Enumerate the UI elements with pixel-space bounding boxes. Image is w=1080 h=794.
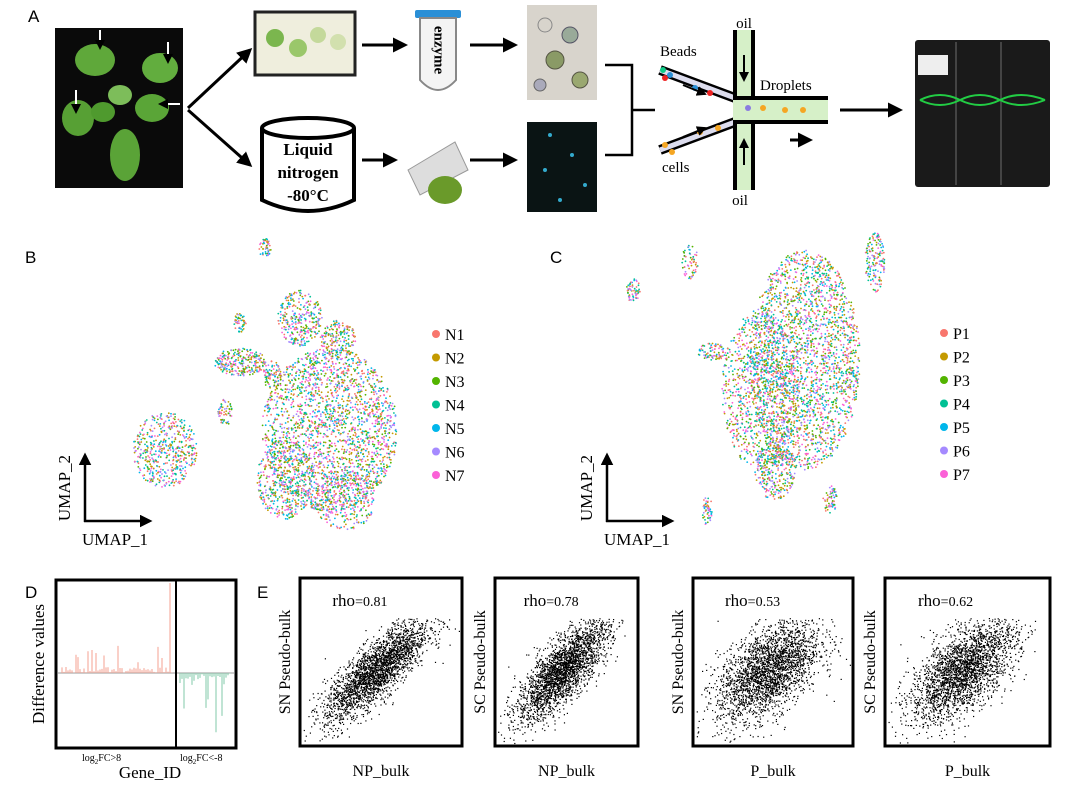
legend-label: P1 bbox=[953, 326, 970, 343]
nitrogen-tank: Liquid nitrogen -80°C bbox=[262, 118, 354, 211]
tank-label: nitrogen bbox=[277, 163, 339, 182]
axis-label: UMAP_2 bbox=[55, 455, 74, 521]
legend-label: N4 bbox=[445, 398, 465, 415]
umap-plot bbox=[133, 238, 397, 530]
cells-label: cells bbox=[662, 160, 690, 176]
axis-label: P_bulk bbox=[750, 763, 795, 780]
panel-label: C bbox=[550, 248, 562, 267]
legend-marker bbox=[432, 354, 440, 362]
legend-marker bbox=[940, 447, 948, 455]
legend-label: N2 bbox=[445, 351, 465, 368]
nuclei-image bbox=[527, 122, 597, 212]
legend-marker bbox=[940, 353, 948, 361]
axis-label: SC Pseudo-bulk bbox=[472, 610, 489, 714]
axis-label: SN Pseudo-bulk bbox=[277, 610, 294, 714]
legend-marker bbox=[432, 377, 440, 385]
legend-marker bbox=[432, 424, 440, 432]
panel-label: D bbox=[25, 583, 37, 602]
axis-label: UMAP_1 bbox=[604, 530, 670, 549]
microfluidic-chip: oil oil Beads Droplets cells bbox=[660, 16, 828, 209]
leaf-dish bbox=[255, 12, 355, 75]
axis-label: NP_bulk bbox=[538, 763, 595, 780]
rho-label: rho=0.53 bbox=[725, 591, 780, 610]
protoplast-image bbox=[527, 5, 597, 100]
plot-frame bbox=[56, 580, 236, 748]
legend-label: P4 bbox=[953, 397, 970, 414]
legend-label: P7 bbox=[953, 467, 970, 484]
legend-marker bbox=[432, 448, 440, 456]
beads-label: Beads bbox=[660, 44, 697, 60]
axis-label: P_bulk bbox=[945, 763, 990, 780]
droplets-label: Droplets bbox=[760, 78, 812, 94]
sequencer bbox=[915, 40, 1050, 187]
tank-label: -80°C bbox=[287, 186, 329, 205]
rho-label: rho=0.62 bbox=[918, 591, 973, 610]
legend-marker bbox=[432, 330, 440, 338]
tank-label: Liquid bbox=[283, 140, 333, 159]
scatter-panels: rho=0.81 SN Pseudo-bulk NP_bulk rho=0.78 SC … bbox=[277, 578, 1050, 780]
axis-label: Gene_ID bbox=[119, 763, 181, 782]
axis-label: Difference values bbox=[29, 604, 48, 724]
panel-label: E bbox=[257, 583, 268, 602]
legend-marker bbox=[940, 400, 948, 408]
axis-label: SN Pseudo-bulk bbox=[670, 610, 687, 714]
legend-label: P6 bbox=[953, 444, 970, 461]
umap-plot bbox=[626, 232, 885, 525]
tube-label: enzyme bbox=[431, 26, 447, 75]
legend-label: P5 bbox=[953, 420, 970, 437]
axis-label: UMAP_1 bbox=[82, 530, 148, 549]
axis-label: NP_bulk bbox=[353, 763, 410, 780]
legend-label: N3 bbox=[445, 374, 465, 391]
legend-marker bbox=[432, 471, 440, 479]
legend-label: N5 bbox=[445, 421, 465, 438]
axis-label: UMAP_2 bbox=[577, 455, 596, 521]
oil-label: oil bbox=[732, 193, 748, 209]
note: log2FC>8 bbox=[82, 753, 121, 766]
legend-label: N1 bbox=[445, 327, 465, 344]
panel-label: A bbox=[28, 7, 40, 26]
oil-label: oil bbox=[736, 16, 752, 32]
legend-label: N7 bbox=[445, 468, 465, 485]
legend-marker bbox=[940, 376, 948, 384]
grinder bbox=[408, 142, 468, 204]
legend-label: N6 bbox=[445, 445, 465, 462]
legend-label: P3 bbox=[953, 373, 970, 390]
legend-marker bbox=[432, 401, 440, 409]
tube: enzyme bbox=[415, 10, 461, 90]
axis-label: SC Pseudo-bulk bbox=[862, 610, 879, 714]
plant-photo bbox=[55, 28, 183, 188]
panel-label: B bbox=[25, 248, 36, 267]
legend-marker bbox=[940, 329, 948, 337]
rho-label: rho=0.78 bbox=[524, 591, 579, 610]
note: log2FC<-8 bbox=[180, 753, 222, 766]
difference-bars bbox=[58, 583, 234, 732]
legend-marker bbox=[940, 470, 948, 478]
rho-label: rho=0.81 bbox=[332, 591, 387, 610]
legend-marker bbox=[940, 423, 948, 431]
legend-label: P2 bbox=[953, 350, 970, 367]
